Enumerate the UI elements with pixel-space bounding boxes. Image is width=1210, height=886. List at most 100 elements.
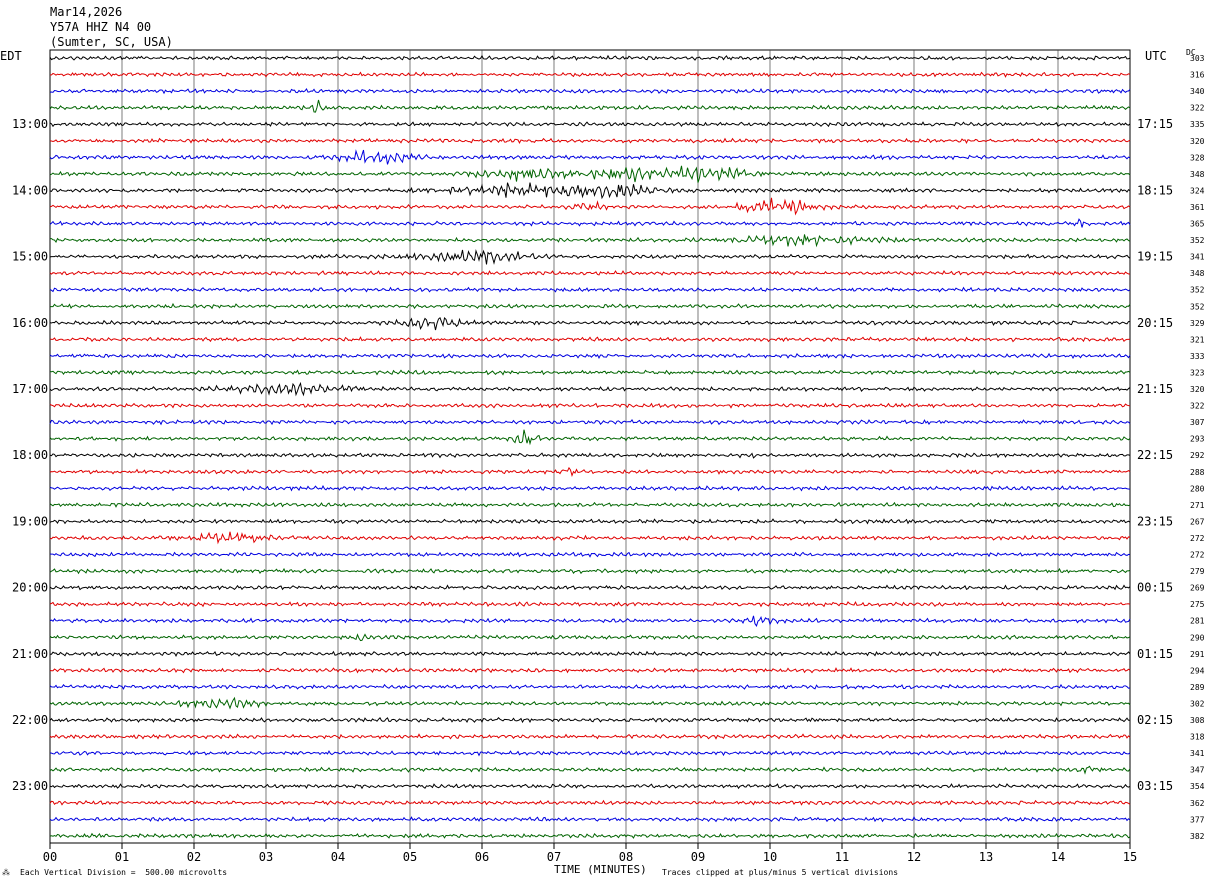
plot-frame — [49, 49, 1131, 844]
trace-line — [49, 485, 1131, 492]
right-hour-label: 02:15 — [1137, 713, 1173, 727]
left-timezone: EDT — [0, 49, 22, 63]
trace-line — [49, 54, 1131, 61]
right-hour-label: 23:15 — [1137, 514, 1173, 528]
trace-line — [49, 683, 1131, 690]
x-tick-label: 08 — [619, 850, 633, 864]
trace-line — [49, 419, 1131, 426]
x-tick-label: 03 — [259, 850, 273, 864]
dc-offset-value: 292 — [1190, 451, 1205, 460]
trace-line — [49, 765, 1131, 775]
right-hour-label: 18:15 — [1137, 183, 1173, 197]
trace-line — [49, 369, 1131, 376]
dc-offset-value: 365 — [1190, 220, 1205, 229]
dc-offset-value: 289 — [1190, 683, 1205, 692]
x-tick-label: 01 — [115, 850, 129, 864]
dc-offset-value: 322 — [1190, 402, 1205, 411]
dc-offset-value: 288 — [1190, 468, 1205, 477]
dc-offset-value: 341 — [1190, 749, 1205, 758]
trace-line — [49, 584, 1131, 591]
right-timezone: UTC — [1145, 49, 1167, 63]
dc-offset-value: 377 — [1190, 815, 1205, 824]
dc-offset-value: 280 — [1190, 484, 1205, 493]
trace-line — [49, 501, 1131, 509]
trace-line — [49, 750, 1131, 757]
trace-line — [49, 531, 1131, 545]
dc-offset-value: 269 — [1190, 584, 1205, 593]
x-tick-label: 09 — [691, 850, 705, 864]
x-tick-label: 10 — [763, 850, 777, 864]
dc-offset-value: 320 — [1190, 137, 1205, 146]
trace-line — [49, 218, 1131, 228]
dc-offset-value: 382 — [1190, 832, 1205, 841]
dc-offset-value: 362 — [1190, 799, 1205, 808]
dc-offset-value: 352 — [1190, 286, 1205, 295]
dc-offset-value: 320 — [1190, 385, 1205, 394]
trace-line — [49, 567, 1131, 575]
trace-line — [49, 832, 1131, 839]
right-hour-label: 17:15 — [1137, 117, 1173, 131]
dc-offset-value: 328 — [1190, 153, 1205, 162]
x-tick-label: 11 — [835, 850, 849, 864]
trace-line — [49, 466, 1131, 478]
x-tick-label: 00 — [43, 850, 57, 864]
trace-line — [49, 816, 1131, 823]
x-axis-title: TIME (MINUTES) — [554, 863, 647, 876]
trace-line — [49, 615, 1131, 628]
dc-label: DC — [1186, 48, 1196, 57]
station-code: Y57A HHZ N4 00 — [50, 20, 152, 34]
dc-offset-value: 329 — [1190, 319, 1205, 328]
dc-offset-value: 316 — [1190, 71, 1205, 80]
right-hour-label: 20:15 — [1137, 316, 1173, 330]
trace-line — [49, 87, 1131, 95]
dc-offset-value: 352 — [1190, 302, 1205, 311]
right-hour-label: 22:15 — [1137, 448, 1173, 462]
trace-line — [49, 452, 1131, 459]
scale-note: Each Vertical Division = 500.00 microvol… — [20, 868, 228, 877]
left-hour-label: 22:00 — [12, 713, 48, 727]
dc-offset-value: 308 — [1190, 716, 1205, 725]
trace-line — [49, 71, 1131, 78]
left-hour-label: 21:00 — [12, 647, 48, 661]
dc-offset-value: 335 — [1190, 120, 1205, 129]
trace-line — [49, 149, 1131, 165]
dc-offset-value: 323 — [1190, 368, 1205, 377]
dc-offset-value: 271 — [1190, 501, 1205, 510]
right-hour-label: 21:15 — [1137, 382, 1173, 396]
trace-line — [49, 402, 1131, 409]
plot-date: Mar14,2026 — [50, 5, 123, 19]
station-location: (Sumter, SC, USA) — [50, 35, 173, 49]
trace-line — [49, 733, 1131, 740]
right-hour-label: 03:15 — [1137, 779, 1173, 793]
x-tick-label: 02 — [187, 850, 201, 864]
trace-line — [49, 137, 1131, 144]
trace-line — [49, 633, 1131, 642]
trace-line — [49, 99, 1131, 113]
dc-offset-value: 340 — [1190, 87, 1205, 96]
dc-offset-value: 303 — [1190, 54, 1205, 63]
dc-offset-value: 291 — [1190, 650, 1205, 659]
trace-line — [49, 316, 1131, 331]
dc-offset-value: 267 — [1190, 517, 1205, 526]
trace-line — [49, 286, 1131, 293]
dc-offset-value: 302 — [1190, 699, 1205, 708]
trace-line — [49, 197, 1131, 216]
trace-line — [49, 799, 1131, 806]
x-tick-label: 12 — [907, 850, 921, 864]
dc-offset-value: 341 — [1190, 253, 1205, 262]
dc-offset-value: 272 — [1190, 551, 1205, 560]
dc-offset-value: 281 — [1190, 617, 1205, 626]
trace-line — [49, 696, 1131, 710]
right-hour-label: 00:15 — [1137, 581, 1173, 595]
x-tick-label: 04 — [331, 850, 345, 864]
trace-line — [49, 518, 1131, 525]
trace-line — [49, 783, 1131, 790]
trace-line — [49, 302, 1131, 310]
clip-note: Traces clipped at plus/minus 5 vertical … — [662, 868, 899, 877]
x-tick-label: 06 — [475, 850, 489, 864]
left-hour-label: 18:00 — [12, 448, 48, 462]
trace-line — [49, 234, 1131, 248]
trace-line — [49, 381, 1131, 397]
trace-line — [49, 336, 1131, 343]
